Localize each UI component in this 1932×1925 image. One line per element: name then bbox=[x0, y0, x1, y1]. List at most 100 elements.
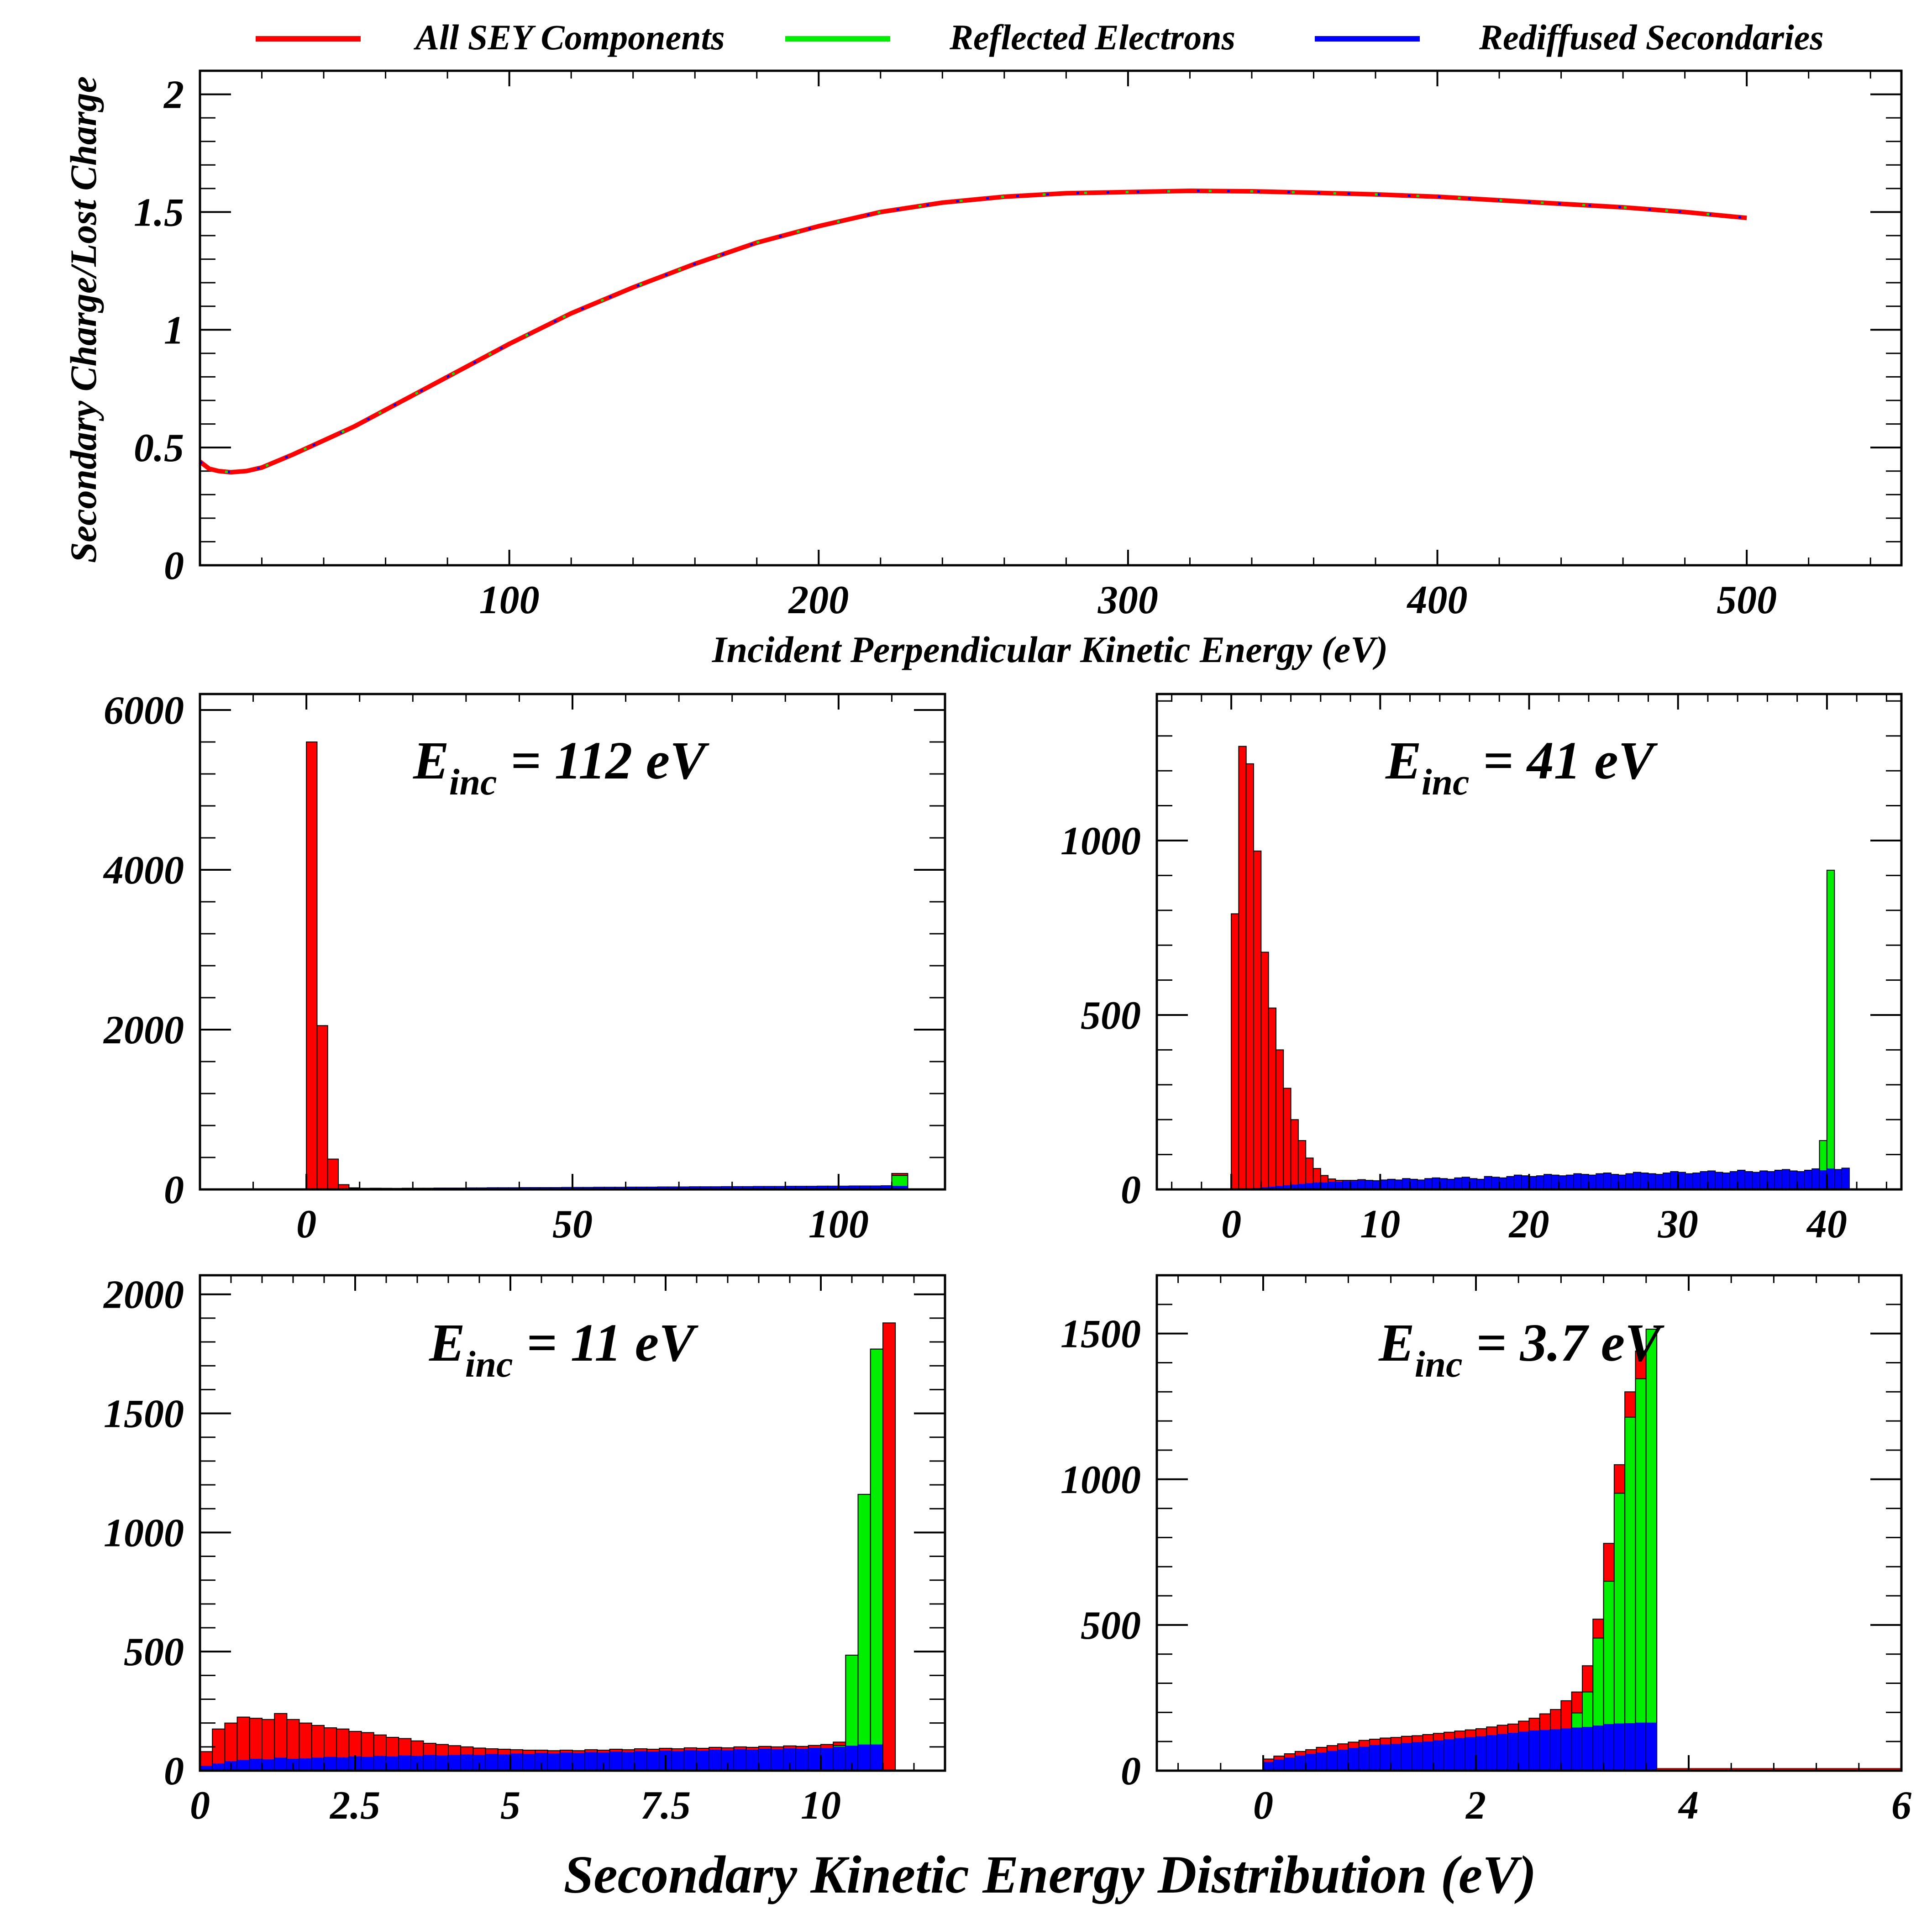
h112-bin-rediffused-bar bbox=[657, 1187, 668, 1189]
h41-xtick-label: 40 bbox=[1806, 1202, 1847, 1247]
h41-bin-rediffused-bar bbox=[1574, 1174, 1581, 1189]
h41-bin-rediffused-bar bbox=[1707, 1171, 1716, 1189]
h41-bin-rediffused-bar bbox=[1283, 1185, 1291, 1189]
h3_7-bin-rediffused-bar bbox=[1465, 1737, 1476, 1771]
h11-bin-rediffused-bar bbox=[498, 1754, 510, 1771]
h11-bin-rediffused-bar bbox=[572, 1753, 585, 1771]
h11-bin-rediffused-bar bbox=[299, 1758, 312, 1771]
h3_7-bin-rediffused-bar bbox=[1635, 1722, 1646, 1771]
h112-bin-rediffused-bar bbox=[700, 1187, 711, 1189]
h3_7-bin-rediffused-bar bbox=[1316, 1752, 1327, 1771]
h3_7-bin-rediffused-bar bbox=[1507, 1733, 1519, 1771]
h11-xtick-label: 5 bbox=[500, 1783, 520, 1828]
histogram-3-7ev-tick-labels: 0 2 4 6 0 500 1000 1500 bbox=[1060, 1312, 1911, 1828]
h41-bin-total-bar bbox=[1290, 1119, 1299, 1190]
h11-bin-rediffused-bar bbox=[373, 1756, 386, 1771]
h3_7-bin-rediffused-bar bbox=[1646, 1722, 1657, 1771]
h112-ytick-label: 6000 bbox=[104, 689, 184, 733]
h41-bin-rediffused-bar bbox=[1291, 1184, 1298, 1189]
h41-bin-rediffused-bar bbox=[1774, 1170, 1783, 1189]
h3_7-bin-rediffused-bar bbox=[1433, 1740, 1444, 1771]
h41-bin-total-bar bbox=[1231, 913, 1239, 1190]
h41-bin-total-bar bbox=[1245, 763, 1255, 1190]
h112-xtick-label: 0 bbox=[296, 1202, 316, 1247]
h41-bin-rediffused-bar bbox=[1522, 1176, 1529, 1189]
h3_7-bin-rediffused-bar bbox=[1284, 1757, 1295, 1771]
h3_7-bin-rediffused-bar bbox=[1625, 1723, 1636, 1771]
h11-xtick-label: 0 bbox=[190, 1783, 210, 1828]
h11-bin-rediffused-bar bbox=[523, 1754, 536, 1771]
h11-bin-rediffused-bar bbox=[585, 1752, 598, 1771]
histogram-41ev-annotation: Einc = 41 eV bbox=[1385, 731, 1658, 803]
h41-bin-rediffused-bar bbox=[1685, 1174, 1693, 1189]
sey-xtick-label: 500 bbox=[1717, 578, 1777, 622]
h112-bin-rediffused-bar bbox=[849, 1186, 860, 1189]
histogram-41ev-tick-labels: 0 10 20 30 40 0 500 1000 bbox=[1060, 819, 1847, 1247]
legend: All SEY Components Reflected Electrons R… bbox=[256, 17, 1824, 57]
sey-xlabel: Incident Perpendicular Kinetic Energy (e… bbox=[712, 629, 1388, 670]
h11-bin-rediffused-bar bbox=[821, 1748, 834, 1771]
h41-bin-rediffused-bar bbox=[1425, 1179, 1433, 1189]
h41-bin-rediffused-bar bbox=[1365, 1180, 1373, 1189]
h11-ytick-label: 1500 bbox=[104, 1392, 184, 1436]
sey-series-all-line bbox=[198, 189, 1747, 475]
h3_7-bin-rediffused-bar bbox=[1518, 1731, 1529, 1771]
h11-bin-rediffused-bar bbox=[423, 1755, 436, 1771]
h11-bin-rediffused-bar bbox=[361, 1757, 374, 1771]
h41-bin-rediffused-bar bbox=[1641, 1173, 1648, 1189]
h3_7-bin-rediffused-bar bbox=[1603, 1724, 1614, 1771]
h11-bin-reflected-bar bbox=[870, 1348, 884, 1772]
h41-edge-rediffused-bar bbox=[1819, 1170, 1827, 1189]
h11-bin-reflected-bar bbox=[857, 1494, 871, 1771]
h41-bin-rediffused-bar bbox=[1544, 1174, 1552, 1189]
h112-xtick-label: 50 bbox=[552, 1202, 593, 1247]
h3_7-bin-rediffused-bar bbox=[1412, 1742, 1423, 1771]
h11-bin-rediffused-bar bbox=[746, 1750, 759, 1771]
h41-bin-rediffused-bar bbox=[1484, 1177, 1492, 1189]
h41-bin-total-bar bbox=[1238, 746, 1247, 1190]
h41-bin-rediffused-bar bbox=[1722, 1173, 1730, 1189]
h41-bin-rediffused-bar bbox=[1432, 1178, 1440, 1189]
h41-bin-rediffused-bar bbox=[1395, 1180, 1403, 1189]
h41-bin-rediffused-bar bbox=[1581, 1174, 1589, 1189]
h41-bin-rediffused-bar bbox=[1410, 1179, 1418, 1189]
h41-bin-rediffused-bar bbox=[1358, 1180, 1365, 1189]
h41-bin-rediffused-bar bbox=[1470, 1179, 1477, 1189]
h3_7-bin-rediffused-bar bbox=[1370, 1745, 1381, 1771]
legend-label-all: All SEY Components bbox=[413, 17, 725, 57]
h41-bin-rediffused-bar bbox=[1566, 1175, 1574, 1189]
h41-bin-rediffused-bar bbox=[1760, 1171, 1768, 1189]
h41-bin-rediffused-bar bbox=[1313, 1182, 1321, 1189]
h11-ytick-label: 500 bbox=[124, 1630, 184, 1674]
h112-bin-rediffused-bar bbox=[721, 1187, 732, 1189]
h11-bin-rediffused-bar bbox=[771, 1749, 784, 1771]
h3_7-bin-reflected-bar bbox=[1645, 1329, 1658, 1771]
h11-bin-rediffused-bar bbox=[461, 1754, 473, 1771]
h41-bin-total-bar bbox=[1260, 952, 1269, 1190]
h11-bin-rediffused-bar bbox=[200, 1766, 213, 1771]
h3_7-bin-rediffused-bar bbox=[1539, 1730, 1551, 1771]
h41-bin-rediffused-bar bbox=[1730, 1172, 1738, 1189]
h41-bin-rediffused-bar bbox=[1663, 1173, 1671, 1189]
h41-ytick-label: 0 bbox=[1121, 1168, 1141, 1212]
h112-bin-rediffused-bar bbox=[860, 1186, 871, 1189]
h11-xtick-label: 2.5 bbox=[329, 1783, 380, 1828]
h41-xtick-label: 30 bbox=[1658, 1202, 1698, 1247]
histogram-112ev-panel: 0 50 100 0 2000 4000 6000 Einc = 112 eV bbox=[103, 689, 946, 1247]
h112-bin-rediffused-bar bbox=[668, 1187, 679, 1189]
h112-bin-rediffused-bar bbox=[881, 1186, 892, 1189]
h112-bin-rediffused-bar bbox=[828, 1186, 839, 1189]
sey-xtick-label: 300 bbox=[1097, 578, 1158, 622]
h41-bin-rediffused-bar bbox=[1529, 1177, 1537, 1189]
h41-bin-rediffused-bar bbox=[1320, 1182, 1328, 1189]
common-xlabel: Secondary Kinetic Energy Distribution (e… bbox=[564, 1845, 1537, 1904]
histogram-3-7ev-panel: 0 2 4 6 0 500 1000 1500 Einc = 3.7 eV bbox=[1060, 1274, 1911, 1828]
h41-bin-rediffused-bar bbox=[1335, 1182, 1343, 1189]
h41-bin-rediffused-bar bbox=[1797, 1172, 1805, 1189]
h3_7-bin-rediffused-bar bbox=[1359, 1746, 1370, 1771]
h112-ytick-label: 0 bbox=[164, 1168, 184, 1212]
h11-bin-rediffused-bar bbox=[324, 1757, 337, 1771]
legend-label-rediffused: Rediffused Secondaries bbox=[1479, 17, 1824, 57]
h11-bin-rediffused-bar bbox=[237, 1760, 250, 1771]
